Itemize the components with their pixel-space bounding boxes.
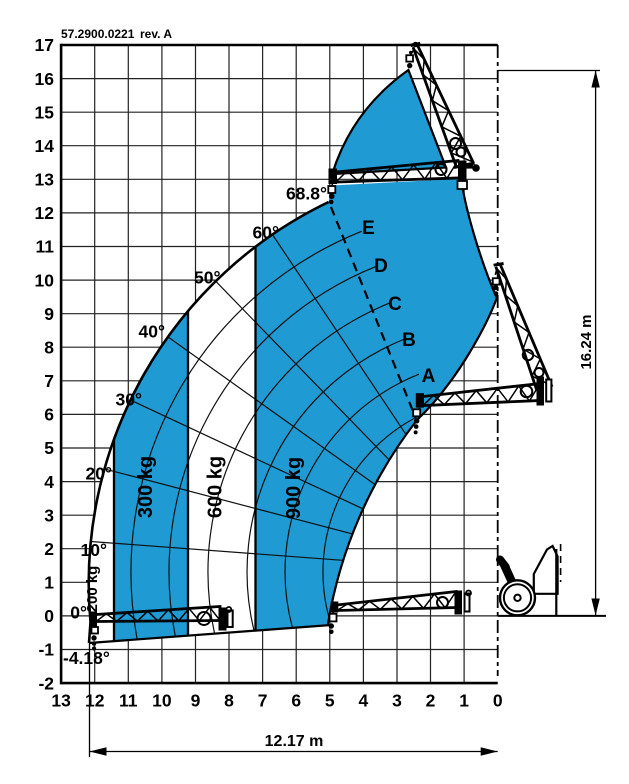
svg-text:13: 13 bbox=[51, 691, 71, 711]
svg-text:1: 1 bbox=[44, 573, 54, 593]
svg-text:16: 16 bbox=[35, 69, 55, 89]
svg-text:300 kg: 300 kg bbox=[135, 456, 157, 518]
svg-text:3: 3 bbox=[44, 505, 54, 525]
svg-text:11: 11 bbox=[36, 237, 55, 257]
svg-text:D: D bbox=[374, 256, 388, 277]
svg-text:15: 15 bbox=[35, 102, 55, 122]
svg-text:0: 0 bbox=[493, 691, 503, 711]
svg-text:10: 10 bbox=[35, 270, 55, 290]
svg-text:-1: -1 bbox=[38, 640, 54, 660]
svg-text:8: 8 bbox=[224, 691, 234, 711]
svg-text:14: 14 bbox=[35, 136, 55, 156]
svg-text:30°: 30° bbox=[116, 390, 142, 410]
svg-text:0°: 0° bbox=[70, 603, 87, 623]
svg-text:6: 6 bbox=[44, 405, 54, 425]
svg-text:2: 2 bbox=[426, 691, 436, 711]
svg-text:B: B bbox=[402, 330, 416, 351]
svg-text:1: 1 bbox=[459, 691, 469, 711]
svg-text:60°: 60° bbox=[253, 223, 279, 243]
svg-text:50°: 50° bbox=[194, 268, 220, 288]
svg-text:E: E bbox=[362, 218, 375, 239]
svg-text:12.17 m: 12.17 m bbox=[265, 733, 324, 750]
svg-text:11: 11 bbox=[119, 691, 138, 711]
svg-text:4: 4 bbox=[44, 472, 54, 492]
svg-text:A: A bbox=[422, 366, 436, 387]
svg-text:7: 7 bbox=[44, 371, 54, 391]
svg-text:0: 0 bbox=[44, 606, 54, 626]
svg-text:17: 17 bbox=[35, 35, 54, 55]
svg-text:57.2900.0221: 57.2900.0221 bbox=[61, 27, 135, 41]
svg-text:C: C bbox=[388, 294, 402, 315]
svg-text:9: 9 bbox=[191, 691, 201, 711]
svg-text:8: 8 bbox=[44, 337, 54, 357]
svg-text:9: 9 bbox=[44, 304, 54, 324]
svg-text:-2: -2 bbox=[38, 673, 54, 693]
svg-text:10°: 10° bbox=[81, 540, 107, 560]
svg-text:10: 10 bbox=[152, 691, 172, 711]
svg-text:16.24 m: 16.24 m bbox=[578, 314, 595, 369]
svg-text:200 kg: 200 kg bbox=[84, 566, 101, 613]
svg-text:900 kg: 900 kg bbox=[283, 457, 305, 519]
svg-text:12: 12 bbox=[85, 691, 105, 711]
svg-text:7: 7 bbox=[258, 691, 268, 711]
svg-text:6: 6 bbox=[291, 691, 301, 711]
svg-text:2: 2 bbox=[44, 539, 54, 559]
svg-text:5: 5 bbox=[325, 691, 335, 711]
svg-text:13: 13 bbox=[35, 170, 55, 190]
svg-text:20°: 20° bbox=[86, 464, 112, 484]
svg-text:5: 5 bbox=[44, 438, 54, 458]
svg-text:600 kg: 600 kg bbox=[204, 456, 226, 518]
svg-text:68.8°: 68.8° bbox=[286, 184, 327, 204]
svg-text:rev. A: rev. A bbox=[140, 27, 172, 41]
svg-text:3: 3 bbox=[392, 691, 402, 711]
svg-text:4: 4 bbox=[359, 691, 369, 711]
svg-text:12: 12 bbox=[35, 203, 55, 223]
svg-text:40°: 40° bbox=[139, 322, 165, 342]
svg-text:-4.18°: -4.18° bbox=[63, 648, 110, 668]
